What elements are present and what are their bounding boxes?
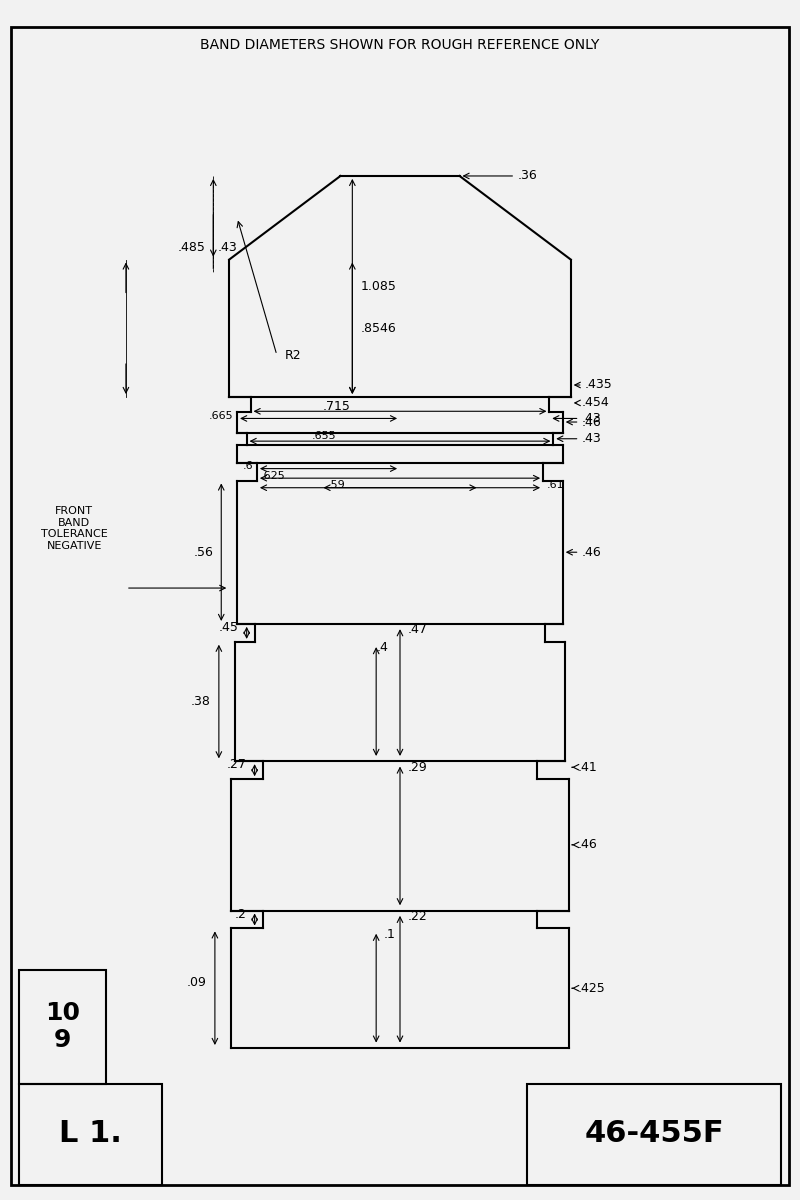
Text: .41: .41 <box>577 761 597 774</box>
Text: .6: .6 <box>242 461 253 472</box>
Text: .46: .46 <box>577 839 597 851</box>
Text: .43: .43 <box>582 412 602 425</box>
Text: .715: .715 <box>322 400 350 413</box>
Text: .655: .655 <box>312 431 337 442</box>
Text: .454: .454 <box>582 396 610 409</box>
Text: .36: .36 <box>518 169 538 182</box>
Text: R2: R2 <box>285 349 302 361</box>
Text: .2: .2 <box>234 907 246 920</box>
Text: .47: .47 <box>408 623 428 636</box>
Text: .43: .43 <box>218 241 237 254</box>
Text: .46: .46 <box>582 415 602 428</box>
Text: .425: .425 <box>577 982 605 995</box>
Text: .45: .45 <box>219 620 238 634</box>
Text: FRONT
BAND
TOLERANCE
NEGATIVE: FRONT BAND TOLERANCE NEGATIVE <box>41 506 108 551</box>
Text: .1: .1 <box>384 928 396 941</box>
Text: .8546: .8546 <box>360 322 396 335</box>
Text: .4: .4 <box>376 641 388 654</box>
Text: BAND DIAMETERS SHOWN FOR ROUGH REFERENCE ONLY: BAND DIAMETERS SHOWN FOR ROUGH REFERENCE… <box>200 37 600 52</box>
Text: .46: .46 <box>582 546 602 559</box>
Text: 10
9: 10 9 <box>45 1001 80 1052</box>
Text: .485: .485 <box>178 241 206 254</box>
Text: .625: .625 <box>261 470 286 481</box>
Text: .22: .22 <box>408 910 428 923</box>
Text: .29: .29 <box>408 761 428 774</box>
Text: .27: .27 <box>226 758 246 772</box>
Text: .59: .59 <box>327 480 346 491</box>
Text: L 1.: L 1. <box>58 1120 122 1148</box>
Text: 1.085: 1.085 <box>360 280 396 293</box>
Text: .43: .43 <box>582 432 602 445</box>
Text: .09: .09 <box>187 976 207 989</box>
Text: .56: .56 <box>194 546 214 559</box>
Text: 46-455F: 46-455F <box>585 1120 724 1148</box>
Text: .38: .38 <box>191 695 211 708</box>
Text: .665: .665 <box>209 412 233 421</box>
Text: .435: .435 <box>585 378 613 391</box>
Text: .61: .61 <box>547 480 565 491</box>
